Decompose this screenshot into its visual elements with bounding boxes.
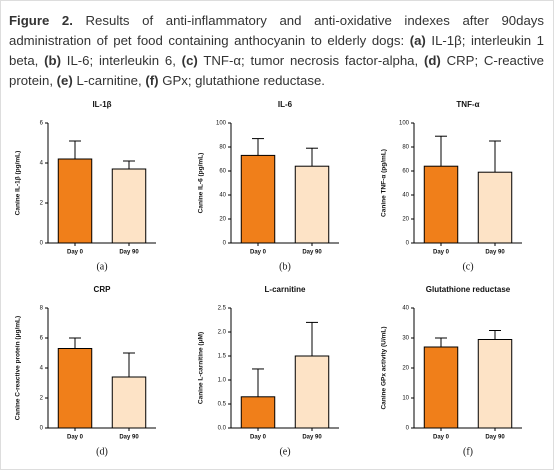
y-tick-label: 2	[40, 201, 44, 207]
y-tick-label: 30	[402, 336, 409, 342]
chart: L-carnitine Canine L-carnitine (μM) 0.0 0.5…	[198, 285, 339, 457]
bar	[111, 168, 147, 244]
y-tick-label: 1.0	[218, 378, 227, 384]
caption-run: (d)	[423, 53, 441, 68]
y-tick-label: 2	[40, 396, 44, 402]
figure: IL-1β Canine IL-1β (pg/mL) 0 2 4 6 Day 0 Day 90…	[15, 100, 522, 457]
panel-label: (c)	[462, 261, 473, 272]
caption-run: IL-1β; interleukin 1 beta,	[9, 33, 544, 68]
y-axis-label: Canine C-reactive protein (μg/mL)	[15, 316, 22, 420]
y-tick-label: 0	[406, 426, 410, 432]
caption-run: (b)	[44, 53, 61, 68]
y-tick-label: 0	[40, 426, 44, 432]
y-tick-label: 0	[406, 241, 410, 247]
caption-run: Results of anti-inflammatory and anti-ox…	[9, 13, 544, 48]
chart: Glutathione reductase Canine GPx activity…	[381, 285, 522, 457]
x-tick-label: Day 0	[433, 435, 450, 441]
y-axis-label: Canine IL-1β (pg/mL)	[15, 151, 22, 216]
x-tick-label: Day 0	[67, 250, 84, 256]
chart: IL-6 Canine IL-6 (pg/mL) 0 20 40 60 80 100 Day 0…	[198, 100, 339, 272]
y-tick-label: 0.5	[218, 402, 227, 408]
panel-label: (d)	[96, 446, 108, 457]
y-tick-label: 100	[399, 121, 410, 127]
y-axis-label: Canine IL-6 (pg/mL)	[198, 153, 205, 214]
bar	[423, 346, 459, 429]
y-tick-label: 0.0	[218, 426, 227, 432]
caption-run: Figure 2.	[9, 13, 73, 28]
chart-title: L-carnitine	[265, 285, 306, 294]
caption-run: IL-6; interleukin 6,	[60, 53, 182, 68]
panel-label: (f)	[463, 446, 473, 457]
y-tick-label: 20	[219, 217, 226, 223]
y-tick-label: 20	[402, 366, 409, 372]
bar	[477, 339, 513, 429]
y-tick-label: 8	[40, 306, 44, 312]
y-axis-label: Canine GPx activity (U/mL)	[381, 326, 388, 409]
bar	[111, 376, 147, 429]
y-tick-label: 40	[219, 193, 226, 199]
chart: TNF-α Canine TNF-α (pg/mL) 0 20 40 60 80 100 Day…	[381, 100, 522, 272]
chart-title: IL-1β	[92, 100, 111, 109]
x-tick-label: Day 90	[485, 435, 505, 441]
caption-run: (c)	[181, 53, 198, 68]
y-tick-label: 60	[402, 169, 409, 175]
bar	[477, 171, 513, 244]
y-tick-label: 6	[40, 336, 44, 342]
x-tick-label: Day 0	[433, 250, 450, 256]
x-tick-label: Day 90	[302, 435, 322, 441]
y-tick-label: 4	[40, 366, 44, 372]
panel-label: (b)	[279, 261, 291, 272]
caption-run: (a)	[409, 33, 426, 48]
chart-title: Glutathione reductase	[426, 285, 511, 294]
y-tick-label: 10	[402, 396, 409, 402]
y-tick-label: 60	[219, 169, 226, 175]
panel-label: (e)	[279, 446, 290, 457]
y-tick-label: 0	[40, 241, 44, 247]
y-tick-label: 40	[402, 193, 409, 199]
y-tick-label: 6	[40, 121, 44, 127]
chart-title: CRP	[94, 285, 112, 294]
chart: IL-1β Canine IL-1β (pg/mL) 0 2 4 6 Day 0 Day 90…	[15, 100, 156, 272]
bar	[57, 348, 93, 429]
bar	[240, 396, 276, 429]
caption-run: L-carnitine,	[72, 73, 146, 88]
bar	[294, 355, 330, 429]
caption-run: (f)	[145, 73, 159, 88]
bar	[423, 165, 459, 244]
y-tick-label: 0	[223, 241, 227, 247]
y-tick-label: 80	[219, 145, 226, 151]
caption-run: GPx; glutathione reductase.	[158, 73, 325, 88]
chart: CRP Canine C-reactive protein (μg/mL) 0 2 4 6…	[15, 285, 156, 457]
y-axis-label: Canine TNF-α (pg/mL)	[381, 149, 388, 217]
y-tick-label: 4	[40, 161, 44, 167]
y-tick-label: 100	[216, 121, 227, 127]
x-tick-label: Day 0	[250, 435, 267, 441]
chart-title: TNF-α	[456, 100, 479, 109]
y-tick-label: 2.5	[218, 306, 227, 312]
x-tick-label: Day 90	[119, 435, 139, 441]
y-tick-label: 80	[402, 145, 409, 151]
bar	[57, 158, 93, 244]
chart-title: IL-6	[278, 100, 293, 109]
x-tick-label: Day 90	[485, 250, 505, 256]
bar	[240, 154, 276, 244]
x-tick-label: Day 0	[250, 250, 267, 256]
panel-label: (a)	[96, 261, 107, 272]
y-tick-label: 1.5	[218, 354, 227, 360]
bar	[294, 165, 330, 244]
y-tick-label: 2.0	[218, 330, 227, 336]
x-tick-label: Day 90	[119, 250, 139, 256]
x-tick-label: Day 0	[67, 435, 84, 441]
y-tick-label: 20	[402, 217, 409, 223]
y-axis-label: Canine L-carnitine (μM)	[198, 332, 205, 404]
caption-run: TNF-α; tumor necrosis factor-alpha,	[197, 53, 424, 68]
x-tick-label: Day 90	[302, 250, 322, 256]
caption-run: (e)	[56, 73, 73, 88]
caption: Figure 2. Results of anti-inflammatory a…	[9, 11, 544, 91]
caption-run: CRP; C-reactive protein,	[9, 53, 545, 88]
y-tick-label: 40	[402, 306, 409, 312]
